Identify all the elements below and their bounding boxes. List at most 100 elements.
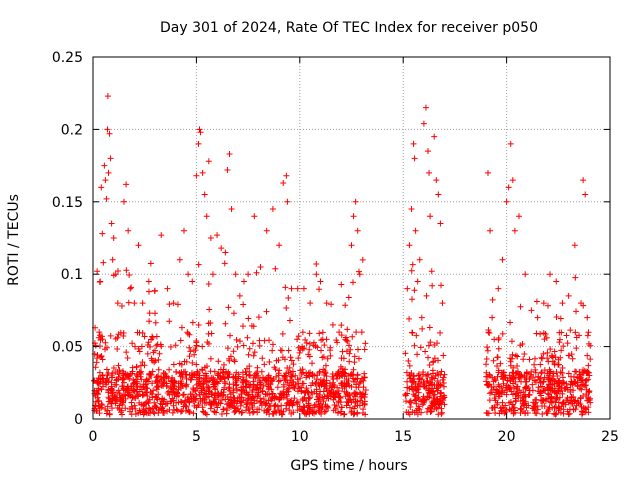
data-point <box>428 408 435 415</box>
data-point <box>226 384 233 391</box>
data-point <box>329 321 336 328</box>
data-point <box>146 318 153 325</box>
data-point <box>124 383 131 390</box>
data-point <box>155 391 162 398</box>
data-point <box>427 213 434 220</box>
data-point <box>186 353 193 360</box>
data-point <box>577 394 584 401</box>
data-point <box>91 377 98 384</box>
data-point <box>257 384 264 391</box>
data-point <box>134 378 141 385</box>
data-point <box>140 383 147 390</box>
data-point <box>129 370 136 377</box>
data-point <box>226 396 233 403</box>
data-point <box>122 405 129 412</box>
data-point <box>520 356 527 363</box>
data-point <box>119 374 126 381</box>
data-point <box>243 365 250 372</box>
data-point <box>140 401 147 408</box>
data-point <box>288 410 295 417</box>
data-point <box>166 391 173 398</box>
data-point <box>149 357 156 364</box>
data-point <box>222 380 229 387</box>
data-point <box>172 342 179 349</box>
data-point <box>129 393 136 400</box>
data-point <box>232 375 239 382</box>
data-point <box>341 369 348 376</box>
data-point <box>484 344 491 351</box>
data-point <box>164 285 171 292</box>
data-point <box>114 404 121 411</box>
data-point <box>547 398 554 405</box>
data-point <box>111 393 118 400</box>
data-point <box>521 400 528 407</box>
data-point <box>554 394 561 401</box>
data-point <box>496 388 503 395</box>
data-point <box>571 242 578 249</box>
x-tick-label: 5 <box>192 429 201 445</box>
data-point <box>317 278 324 285</box>
data-point <box>432 400 439 407</box>
data-point <box>284 395 291 402</box>
data-point <box>294 388 301 395</box>
data-point <box>323 380 330 387</box>
data-point <box>214 404 221 411</box>
data-point <box>283 172 290 179</box>
data-point <box>296 403 303 410</box>
data-point <box>544 349 551 356</box>
data-point <box>124 355 131 362</box>
data-point <box>508 338 515 345</box>
data-point <box>166 366 173 373</box>
data-point <box>246 409 253 416</box>
data-point <box>262 391 269 398</box>
data-point <box>537 397 544 404</box>
data-point <box>313 271 320 278</box>
data-point <box>289 368 296 375</box>
data-point <box>355 268 362 275</box>
data-point <box>115 331 122 338</box>
data-point <box>419 325 426 332</box>
data-point <box>514 353 521 360</box>
data-point <box>361 374 368 381</box>
data-point <box>316 330 323 337</box>
data-point <box>105 387 112 394</box>
data-point <box>199 366 206 373</box>
data-point <box>495 389 502 396</box>
data-point <box>167 384 174 391</box>
data-point <box>352 403 359 410</box>
data-point <box>99 372 106 379</box>
data-point <box>144 350 151 357</box>
data-point <box>230 381 237 388</box>
data-point <box>282 284 289 291</box>
data-point <box>545 384 552 391</box>
data-point <box>99 230 106 237</box>
data-point <box>579 369 586 376</box>
data-point <box>193 342 200 349</box>
data-point <box>584 352 591 359</box>
data-point <box>565 292 572 299</box>
data-point <box>105 394 112 401</box>
data-point <box>406 362 413 369</box>
data-point <box>183 381 190 388</box>
data-point <box>322 362 329 369</box>
data-point <box>322 369 329 376</box>
data-point <box>412 227 419 234</box>
data-point <box>555 387 562 394</box>
data-point <box>260 382 267 389</box>
data-point <box>512 370 519 377</box>
data-point <box>240 301 247 308</box>
data-point <box>404 378 411 385</box>
data-point <box>196 126 203 133</box>
data-point <box>354 410 361 417</box>
data-point <box>522 379 529 386</box>
data-point <box>324 403 330 410</box>
data-point <box>517 342 524 349</box>
data-point <box>280 383 287 390</box>
data-point <box>359 256 366 263</box>
data-point <box>100 259 107 266</box>
data-point <box>532 399 539 406</box>
data-point <box>515 392 522 399</box>
data-point <box>235 371 242 378</box>
data-point <box>134 393 141 400</box>
data-point <box>116 395 123 402</box>
